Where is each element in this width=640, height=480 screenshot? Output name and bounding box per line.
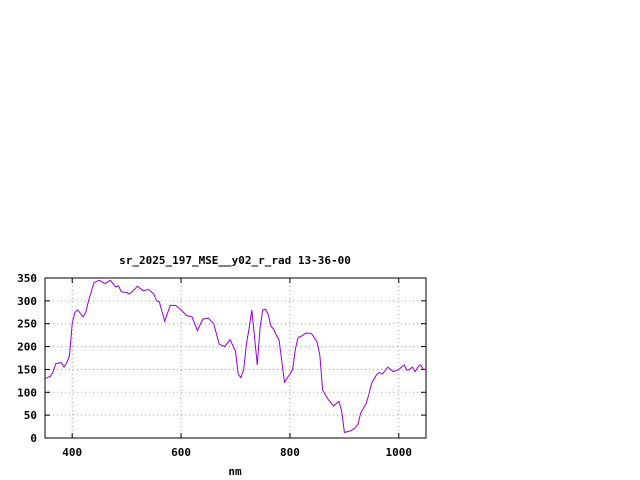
- plot-frame: [44, 277, 427, 439]
- x-tick-label: 1000: [386, 446, 413, 459]
- x-axis-label: nm: [228, 465, 242, 478]
- y-tick-label: 50: [24, 409, 37, 422]
- y-tick-labels: 0 50 100 150 200 250 300 350: [17, 272, 37, 445]
- x-tick-labels: 400 600 800 1000: [62, 446, 412, 459]
- x-tick-label: 600: [171, 446, 191, 459]
- y-tick-label: 0: [30, 432, 37, 445]
- x-tick-label: 800: [280, 446, 300, 459]
- y-tick-label: 300: [17, 295, 37, 308]
- axis-ticks: [45, 277, 426, 439]
- y-tick-label: 250: [17, 318, 37, 331]
- y-tick-label: 100: [17, 386, 37, 399]
- y-tick-label: 350: [17, 272, 37, 285]
- y-tick-label: 200: [17, 341, 37, 354]
- y-tick-label: 150: [17, 363, 37, 376]
- series-line: [44, 279, 426, 434]
- chart-title: sr_2025_197_MSE__y02_r_rad 13-36-00: [119, 254, 351, 267]
- grid: [45, 278, 426, 438]
- x-tick-label: 400: [62, 446, 82, 459]
